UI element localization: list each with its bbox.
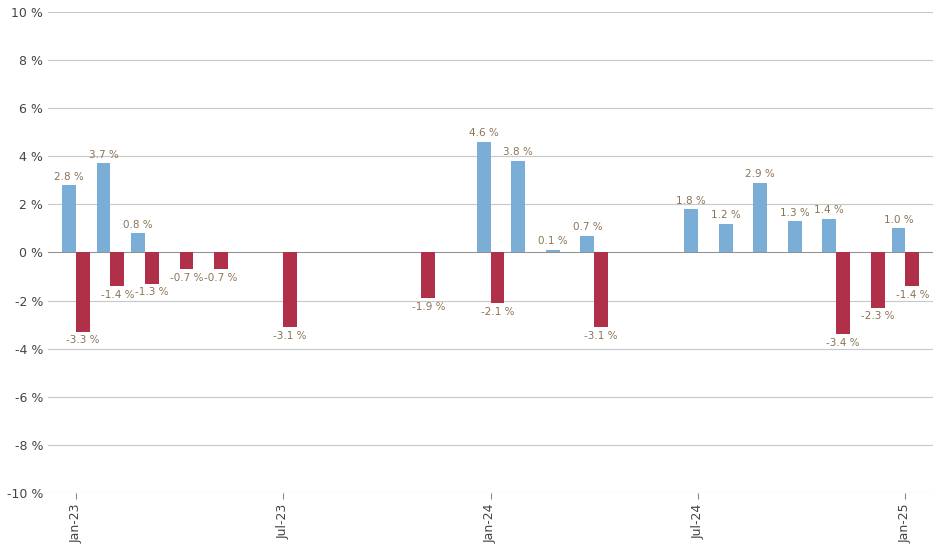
Text: 3.7 %: 3.7 % [88, 150, 118, 160]
Text: 0.1 %: 0.1 % [538, 236, 568, 246]
Text: 0.7 %: 0.7 % [572, 222, 603, 232]
Bar [788, 221, 802, 252]
Bar [719, 224, 732, 252]
Text: -3.1 %: -3.1 % [585, 331, 618, 340]
Bar [214, 252, 227, 270]
Text: -0.7 %: -0.7 % [204, 273, 238, 283]
Text: -3.1 %: -3.1 % [274, 331, 306, 340]
Bar [822, 219, 837, 252]
Bar [905, 252, 919, 286]
Bar [837, 252, 850, 334]
Text: -3.3 %: -3.3 % [66, 336, 100, 345]
Text: 1.0 %: 1.0 % [884, 215, 914, 225]
Text: 2.9 %: 2.9 % [745, 169, 776, 179]
Bar [594, 252, 608, 327]
Bar [132, 233, 145, 252]
Text: -1.4 %: -1.4 % [896, 290, 929, 300]
Text: 1.2 %: 1.2 % [711, 210, 741, 220]
Bar [421, 252, 435, 298]
Bar [110, 252, 124, 286]
Bar [684, 209, 698, 252]
Bar [891, 228, 905, 252]
Bar [491, 252, 505, 303]
Text: 1.3 %: 1.3 % [780, 207, 809, 218]
Text: 0.8 %: 0.8 % [123, 219, 153, 230]
Bar [62, 185, 76, 252]
Bar [283, 252, 297, 327]
Text: 1.4 %: 1.4 % [814, 205, 844, 215]
Bar [97, 163, 110, 252]
Bar [477, 142, 491, 252]
Text: -1.3 %: -1.3 % [135, 287, 168, 298]
Text: -1.4 %: -1.4 % [101, 290, 134, 300]
Bar [76, 252, 89, 332]
Text: 2.8 %: 2.8 % [54, 172, 84, 182]
Bar [145, 252, 159, 284]
Text: -3.4 %: -3.4 % [826, 338, 860, 348]
Text: -2.3 %: -2.3 % [861, 311, 895, 321]
Text: -0.7 %: -0.7 % [170, 273, 203, 283]
Text: -1.9 %: -1.9 % [412, 302, 446, 312]
Bar [546, 250, 559, 252]
Bar [753, 183, 767, 252]
Bar [581, 235, 594, 252]
Text: 4.6 %: 4.6 % [469, 128, 498, 138]
Text: 3.8 %: 3.8 % [504, 147, 533, 157]
Bar [511, 161, 525, 252]
Text: 1.8 %: 1.8 % [676, 196, 706, 206]
Bar [180, 252, 194, 270]
Text: -2.1 %: -2.1 % [480, 306, 514, 317]
Bar [870, 252, 885, 308]
